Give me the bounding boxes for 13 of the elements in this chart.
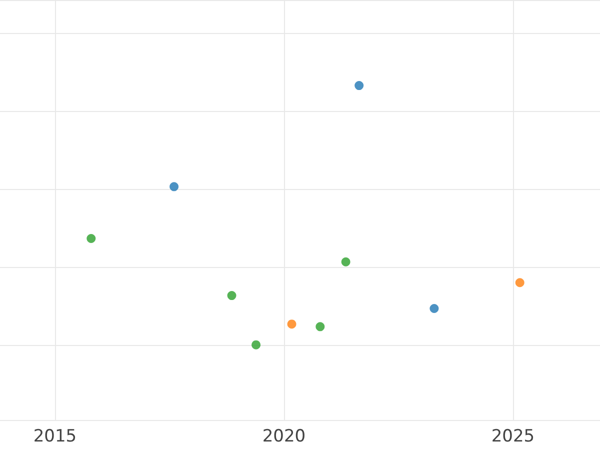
point — [287, 320, 296, 329]
point — [86, 234, 96, 244]
point — [354, 81, 364, 90]
point — [252, 340, 261, 350]
x-tick-label: 2025 — [491, 426, 535, 446]
point — [341, 257, 350, 266]
point — [430, 304, 439, 314]
point — [515, 278, 524, 288]
x-tick-label: 2020 — [262, 426, 306, 446]
x-tick-label: 2015 — [33, 426, 77, 446]
point — [170, 182, 179, 192]
point — [227, 291, 236, 300]
point — [316, 322, 325, 332]
